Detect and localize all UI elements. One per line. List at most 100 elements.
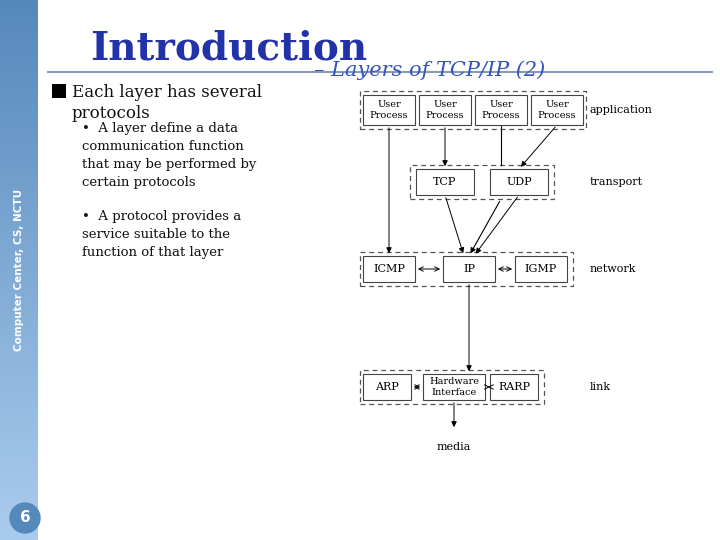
Bar bbox=[0, 266, 38, 270]
Bar bbox=[0, 112, 38, 117]
Bar bbox=[0, 401, 38, 405]
Bar bbox=[0, 432, 38, 436]
Bar bbox=[0, 14, 38, 18]
Bar bbox=[0, 162, 38, 166]
Bar bbox=[0, 279, 38, 284]
Bar bbox=[0, 423, 38, 428]
Bar bbox=[360, 91, 586, 129]
Bar bbox=[0, 27, 38, 31]
Bar bbox=[0, 513, 38, 517]
Bar bbox=[0, 77, 38, 81]
Bar bbox=[0, 342, 38, 347]
Bar bbox=[0, 490, 38, 495]
Bar bbox=[0, 72, 38, 77]
Bar bbox=[0, 207, 38, 212]
Bar bbox=[0, 189, 38, 193]
Bar bbox=[0, 274, 38, 279]
Bar bbox=[0, 198, 38, 202]
Bar bbox=[0, 144, 38, 148]
Bar bbox=[0, 293, 38, 297]
Bar bbox=[0, 81, 38, 85]
Bar bbox=[0, 477, 38, 482]
Bar bbox=[0, 185, 38, 189]
Text: •  A layer define a data
communication function
that may be performed by
certain: • A layer define a data communication fu… bbox=[82, 122, 256, 189]
Bar bbox=[0, 482, 38, 486]
Bar bbox=[0, 409, 38, 414]
Bar bbox=[0, 374, 38, 378]
Bar bbox=[0, 500, 38, 504]
Bar bbox=[0, 338, 38, 342]
Bar bbox=[0, 153, 38, 158]
Circle shape bbox=[10, 503, 40, 533]
Bar bbox=[0, 85, 38, 90]
Bar bbox=[52, 84, 66, 98]
Text: ARP: ARP bbox=[375, 382, 399, 392]
Bar bbox=[0, 504, 38, 509]
Text: application: application bbox=[590, 105, 653, 115]
Bar bbox=[490, 169, 548, 195]
Bar bbox=[419, 95, 471, 125]
Text: IGMP: IGMP bbox=[525, 264, 557, 274]
Text: link: link bbox=[590, 382, 611, 392]
Bar bbox=[0, 306, 38, 310]
Text: User
Process: User Process bbox=[538, 100, 576, 120]
Bar bbox=[443, 256, 495, 282]
Bar bbox=[0, 0, 38, 4]
Bar bbox=[0, 301, 38, 306]
Bar bbox=[0, 50, 38, 54]
Bar bbox=[0, 148, 38, 153]
Text: network: network bbox=[590, 264, 636, 274]
Text: – Layers of TCP/IP (2): – Layers of TCP/IP (2) bbox=[315, 60, 546, 80]
Bar bbox=[0, 472, 38, 477]
Bar bbox=[0, 99, 38, 104]
Bar bbox=[0, 212, 38, 216]
Text: transport: transport bbox=[590, 177, 643, 187]
Bar bbox=[0, 18, 38, 23]
Bar bbox=[0, 396, 38, 401]
Bar bbox=[0, 463, 38, 468]
Bar bbox=[0, 230, 38, 234]
Bar bbox=[0, 428, 38, 432]
Bar bbox=[0, 351, 38, 355]
Bar bbox=[0, 45, 38, 50]
Bar bbox=[0, 405, 38, 409]
Text: •  A protocol provides a
service suitable to the
function of that layer: • A protocol provides a service suitable… bbox=[82, 210, 241, 259]
Bar bbox=[0, 315, 38, 320]
Bar bbox=[0, 131, 38, 135]
Text: IP: IP bbox=[463, 264, 475, 274]
Bar bbox=[475, 95, 527, 125]
Text: Each layer has several
protocols: Each layer has several protocols bbox=[72, 84, 262, 122]
Bar bbox=[0, 355, 38, 360]
Bar bbox=[0, 261, 38, 266]
Bar bbox=[0, 4, 38, 9]
Bar bbox=[0, 459, 38, 463]
Bar bbox=[0, 9, 38, 14]
Bar bbox=[0, 126, 38, 131]
Text: TCP: TCP bbox=[433, 177, 456, 187]
Bar bbox=[0, 104, 38, 108]
Bar bbox=[416, 169, 474, 195]
Text: Hardware
Interface: Hardware Interface bbox=[429, 377, 479, 397]
Bar bbox=[0, 468, 38, 472]
Bar bbox=[0, 40, 38, 45]
Bar bbox=[0, 239, 38, 243]
Bar bbox=[0, 531, 38, 536]
Bar bbox=[0, 216, 38, 220]
Bar bbox=[515, 256, 567, 282]
Bar bbox=[0, 320, 38, 324]
Bar bbox=[0, 256, 38, 261]
Bar bbox=[0, 63, 38, 68]
Bar bbox=[0, 225, 38, 229]
Bar bbox=[0, 284, 38, 288]
Bar bbox=[0, 23, 38, 27]
Bar bbox=[0, 392, 38, 396]
Bar bbox=[0, 509, 38, 513]
Bar bbox=[0, 176, 38, 180]
Bar bbox=[0, 450, 38, 455]
Bar bbox=[0, 202, 38, 207]
Bar bbox=[0, 171, 38, 176]
Text: User
Process: User Process bbox=[370, 100, 408, 120]
Bar bbox=[0, 328, 38, 333]
Text: ICMP: ICMP bbox=[373, 264, 405, 274]
Bar bbox=[0, 517, 38, 522]
